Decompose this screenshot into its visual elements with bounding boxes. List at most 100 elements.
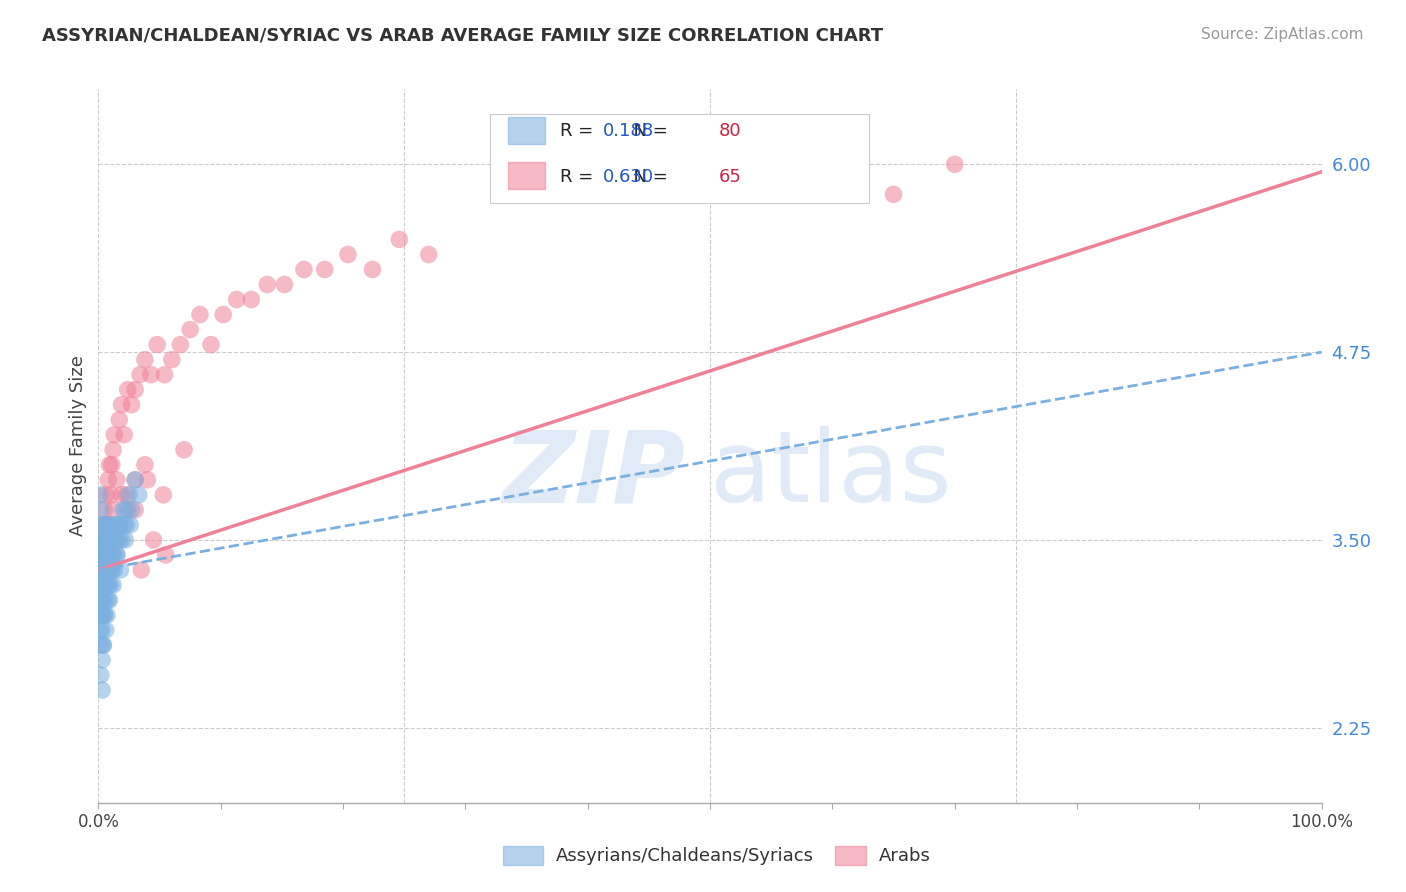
Point xyxy=(93,578,115,592)
Point xyxy=(98,593,121,607)
Point xyxy=(94,623,117,637)
Point xyxy=(96,548,118,562)
Point xyxy=(97,548,120,562)
Point xyxy=(128,488,150,502)
Point xyxy=(943,157,966,171)
Point xyxy=(91,563,114,577)
Point xyxy=(117,503,139,517)
Point xyxy=(93,548,115,562)
Point xyxy=(90,668,112,682)
Point xyxy=(108,533,131,547)
Point xyxy=(91,548,114,562)
Point xyxy=(96,517,118,532)
Point xyxy=(129,368,152,382)
Point xyxy=(98,563,121,577)
Point xyxy=(105,533,128,547)
Point xyxy=(101,442,124,457)
Point xyxy=(93,578,115,592)
Point xyxy=(94,488,117,502)
Point xyxy=(101,533,124,547)
Point xyxy=(97,517,120,532)
Y-axis label: Average Family Size: Average Family Size xyxy=(69,356,87,536)
Point xyxy=(146,337,169,351)
Point xyxy=(91,578,114,592)
Point xyxy=(98,458,121,472)
Point xyxy=(90,548,112,562)
Point xyxy=(93,607,115,622)
Point xyxy=(111,488,134,502)
Point xyxy=(93,563,115,577)
Point xyxy=(225,293,247,307)
Point xyxy=(91,548,114,562)
Point xyxy=(91,607,114,622)
Point xyxy=(110,563,132,577)
Point xyxy=(89,623,111,637)
Point xyxy=(100,563,122,577)
Text: 0.630: 0.630 xyxy=(602,168,654,186)
Point xyxy=(101,517,124,532)
Point xyxy=(91,517,114,532)
Point xyxy=(90,548,112,562)
Point xyxy=(91,593,114,607)
Point xyxy=(93,607,115,622)
Point xyxy=(90,593,112,607)
Point xyxy=(101,548,124,562)
Point xyxy=(134,458,156,472)
Point xyxy=(112,427,135,442)
Point xyxy=(212,308,235,322)
Point xyxy=(94,563,117,577)
FancyBboxPatch shape xyxy=(489,114,869,203)
Point xyxy=(96,607,118,622)
Point xyxy=(124,473,146,487)
Point xyxy=(155,548,177,562)
Point xyxy=(91,533,114,547)
Point xyxy=(188,308,211,322)
Point xyxy=(120,503,142,517)
Point xyxy=(179,322,201,336)
Point xyxy=(240,293,263,307)
Point xyxy=(105,548,128,562)
Point xyxy=(97,593,120,607)
Point xyxy=(134,352,156,367)
Point xyxy=(91,653,114,667)
Point xyxy=(100,578,122,592)
Text: Assyrians/Chaldeans/Syriacs: Assyrians/Chaldeans/Syriacs xyxy=(555,847,813,865)
Point xyxy=(90,578,112,592)
Point xyxy=(136,473,159,487)
Point xyxy=(418,247,440,261)
Point xyxy=(91,593,114,607)
Point xyxy=(96,533,118,547)
Point xyxy=(101,548,124,562)
Point xyxy=(108,413,131,427)
Point xyxy=(94,533,117,547)
Point xyxy=(100,488,122,502)
Point xyxy=(160,352,183,367)
Point xyxy=(111,503,134,517)
Point xyxy=(93,503,115,517)
Point xyxy=(103,563,125,577)
Point xyxy=(100,533,122,547)
Point xyxy=(97,578,120,592)
Point xyxy=(89,563,111,577)
Point xyxy=(91,563,114,577)
Point xyxy=(91,638,114,652)
Point xyxy=(124,383,146,397)
Point xyxy=(89,488,111,502)
FancyBboxPatch shape xyxy=(508,162,546,189)
Point xyxy=(336,247,359,261)
Point xyxy=(91,533,114,547)
Point xyxy=(101,458,124,472)
Point xyxy=(110,517,132,532)
Point xyxy=(129,563,152,577)
Point xyxy=(93,517,115,532)
Point xyxy=(139,368,162,382)
Point xyxy=(112,517,135,532)
Point xyxy=(169,337,191,351)
Point xyxy=(124,503,146,517)
Point xyxy=(91,683,114,698)
Text: Arabs: Arabs xyxy=(879,847,931,865)
Point xyxy=(103,427,125,442)
Point xyxy=(98,533,121,547)
Point xyxy=(90,503,112,517)
Point xyxy=(124,473,146,487)
